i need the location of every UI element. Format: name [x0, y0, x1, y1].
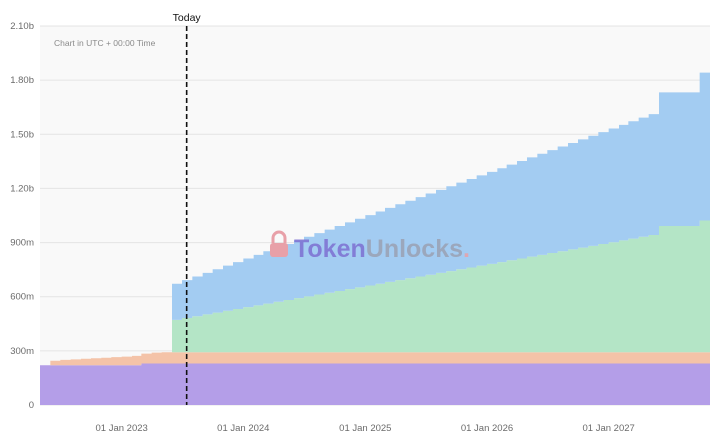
x-tick-label: 01 Jan 2025 — [339, 423, 391, 434]
axis-labels: 0 300m 600m 900m 1.20b 1.50b 1.80b 2.10b 01 Jan … — [10, 21, 635, 434]
y-tick-label: 1.80b — [10, 75, 34, 86]
y-tick-label: 300m — [10, 346, 34, 357]
series-area — [40, 220, 710, 366]
x-tick-label: 01 Jan 2024 — [217, 423, 269, 434]
today-label: Today — [173, 12, 202, 24]
y-tick-label: 600m — [10, 292, 34, 303]
y-tick-label: 1.50b — [10, 129, 34, 140]
y-tick-label: 0 — [29, 400, 34, 411]
series-area — [40, 72, 710, 366]
lock-icon — [270, 230, 288, 257]
y-tick-label: 900m — [10, 238, 34, 249]
series-area — [40, 352, 710, 366]
today-marker: Today — [173, 12, 202, 405]
x-tick-label: 01 Jan 2026 — [461, 423, 513, 434]
watermark: TokenUnlocks. — [270, 230, 470, 263]
series-areas — [40, 72, 710, 405]
timezone-note: Chart in UTC + 00:00 Time — [54, 38, 156, 48]
y-tick-label: 1.20b — [10, 183, 34, 194]
series-area — [40, 363, 710, 405]
x-tick-label: 01 Jan 2027 — [583, 423, 635, 434]
watermark-text: TokenUnlocks. — [294, 235, 470, 263]
x-tick-label: 01 Jan 2023 — [96, 423, 148, 434]
y-tick-label: 2.10b — [10, 21, 34, 32]
